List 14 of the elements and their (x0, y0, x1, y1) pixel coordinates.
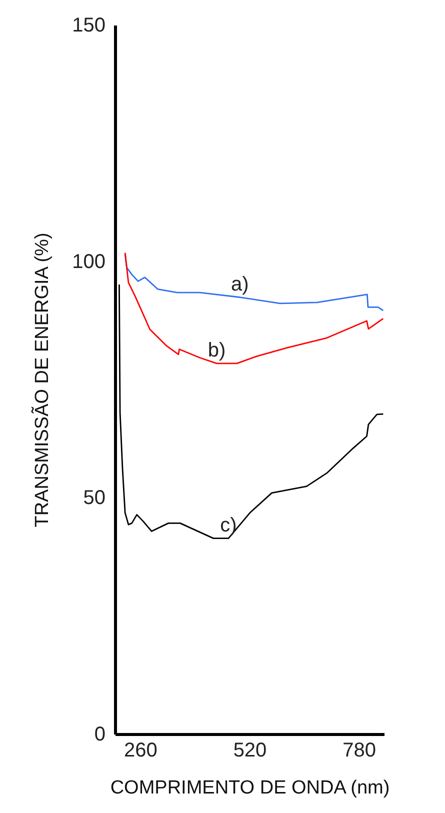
x-tick-label: 520 (233, 740, 267, 762)
series-label: a) (230, 273, 249, 296)
y-axis-title: TRANSMISSÃO DE ENERGIA (%) (31, 232, 54, 528)
series-label: c) (220, 514, 237, 536)
x-tick-label: 260 (124, 740, 158, 762)
y-tick-label: 0 (94, 724, 106, 746)
x-tick-label: 780 (342, 740, 376, 762)
line-series (124, 252, 384, 364)
series-label: b) (208, 339, 226, 362)
y-tick-label: 150 (72, 14, 106, 36)
y-tick-label: 100 (72, 250, 106, 273)
x-axis-title: COMPRIMENTO DE ONDA (nm) (110, 778, 390, 798)
line-series (124, 254, 384, 312)
y-tick-label: 50 (83, 487, 106, 510)
